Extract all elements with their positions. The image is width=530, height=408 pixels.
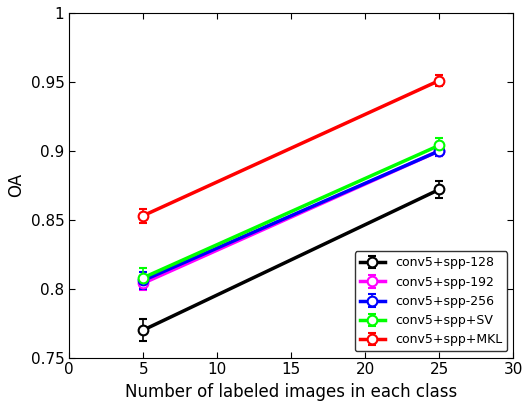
Y-axis label: OA: OA xyxy=(7,173,25,197)
Legend: conv5+spp-128, conv5+spp-192, conv5+spp-256, conv5+spp+SV, conv5+spp+MKL: conv5+spp-128, conv5+spp-192, conv5+spp-… xyxy=(355,251,507,351)
X-axis label: Number of labeled images in each class: Number of labeled images in each class xyxy=(125,383,457,401)
